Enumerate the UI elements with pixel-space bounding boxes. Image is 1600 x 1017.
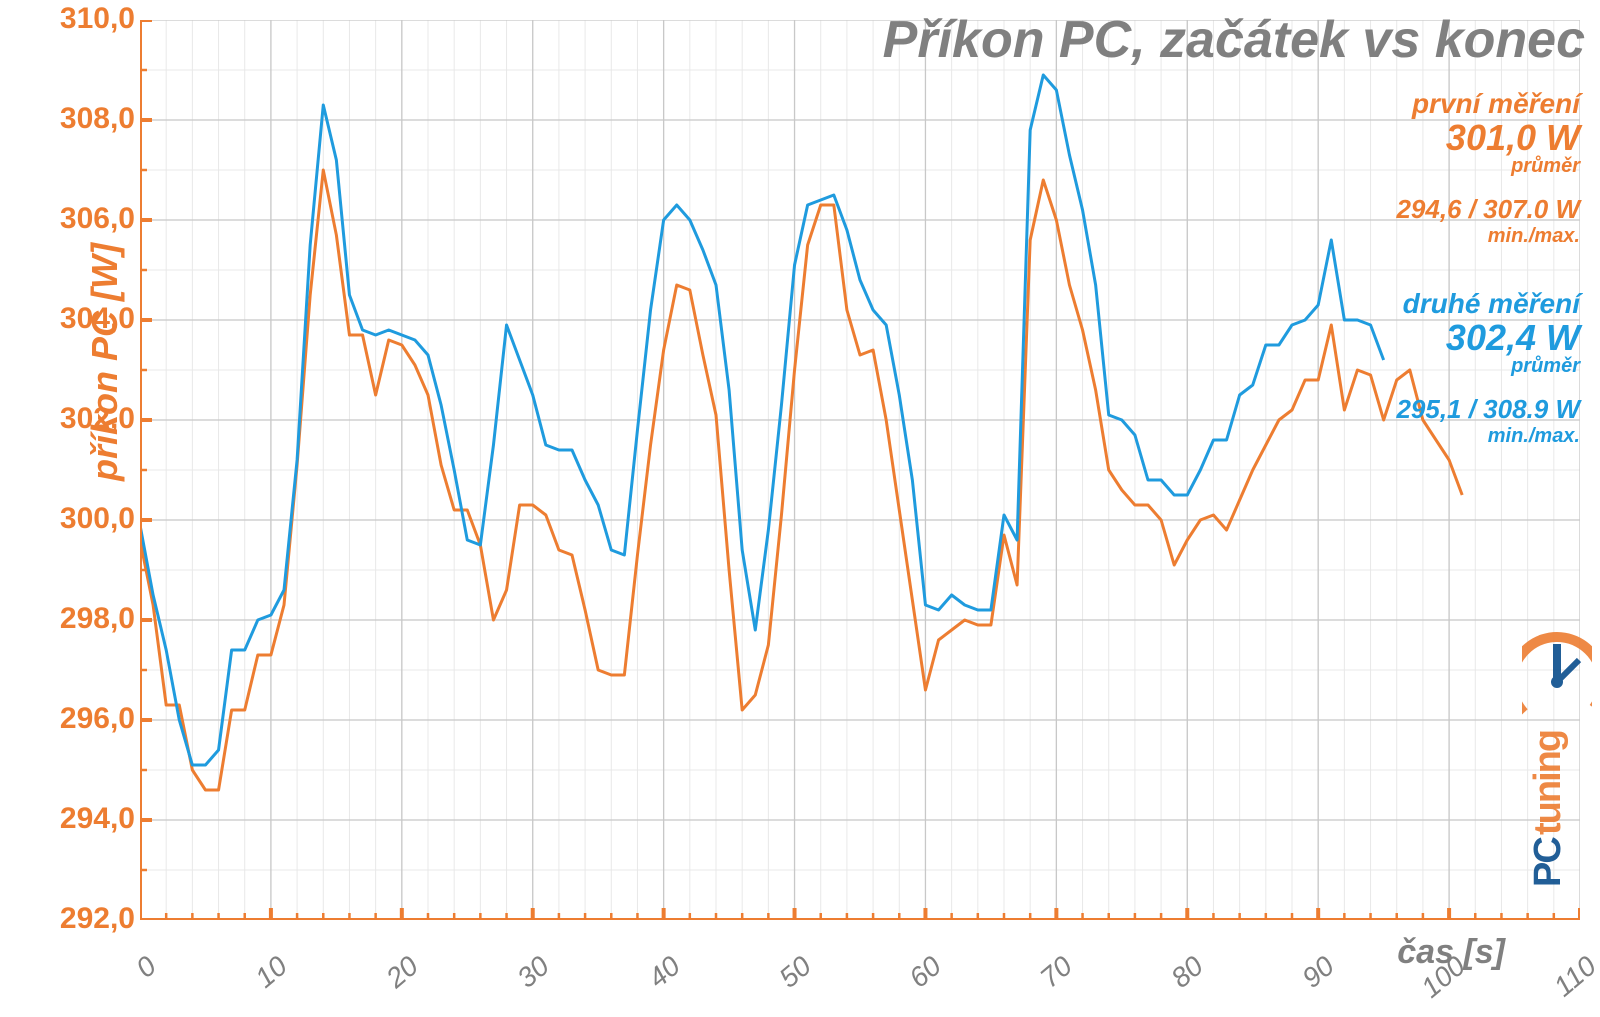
legend-2-minmax-sub: min./max. — [1396, 425, 1580, 448]
chart-plot-area — [140, 20, 1580, 920]
y-tick-label: 302,0 — [15, 402, 135, 436]
legend-2-name: druhé měření — [1396, 288, 1580, 320]
legend-1-name: první měření — [1396, 88, 1580, 120]
x-tick-label: 60 — [881, 950, 948, 1013]
x-tick-label: 30 — [489, 950, 556, 1013]
legend-1-minmax: 294,6 / 307.0 W — [1396, 194, 1580, 225]
legend-2-avg: 302,4 W — [1396, 320, 1580, 356]
legend-2-avg-sub: průměr — [1396, 356, 1580, 376]
y-tick-label: 292,0 — [15, 902, 135, 936]
y-tick-label: 296,0 — [15, 702, 135, 736]
svg-text:tuning: tuning — [1527, 731, 1569, 835]
x-tick-label: 110 — [1536, 950, 1600, 1013]
watermark-logo: PC tuning — [1522, 592, 1592, 897]
x-tick-label: 40 — [620, 950, 687, 1013]
x-tick-label: 20 — [358, 950, 425, 1013]
y-tick-label: 298,0 — [15, 602, 135, 636]
y-tick-label: 310,0 — [15, 2, 135, 36]
x-tick-label: 0 — [96, 950, 163, 1013]
y-tick-label: 294,0 — [15, 802, 135, 836]
y-tick-label: 304,0 — [15, 302, 135, 336]
y-tick-label: 306,0 — [15, 202, 135, 236]
legend-2-minmax: 295,1 / 308.9 W — [1396, 394, 1580, 425]
legend-series-1: první měření 301,0 W průměr 294,6 / 307.… — [1396, 88, 1580, 248]
legend-1-minmax-sub: min./max. — [1396, 225, 1580, 248]
chart-title: Příkon PC, začátek vs konec — [883, 10, 1585, 70]
chart-svg — [140, 20, 1580, 920]
legend-series-2: druhé měření 302,4 W průměr 295,1 / 308.… — [1396, 288, 1580, 448]
y-tick-label: 300,0 — [15, 502, 135, 536]
y-tick-label: 308,0 — [15, 102, 135, 136]
x-tick-label: 50 — [751, 950, 818, 1013]
x-tick-label: 70 — [1012, 950, 1079, 1013]
legend-1-avg-sub: průměr — [1396, 156, 1580, 176]
x-tick-label: 90 — [1274, 950, 1341, 1013]
y-axis-label: příkon PC [W] — [84, 243, 126, 481]
x-tick-label: 80 — [1143, 950, 1210, 1013]
legend-1-avg: 301,0 W — [1396, 120, 1580, 156]
svg-text:PC: PC — [1527, 837, 1569, 887]
x-tick-label: 10 — [227, 950, 294, 1013]
